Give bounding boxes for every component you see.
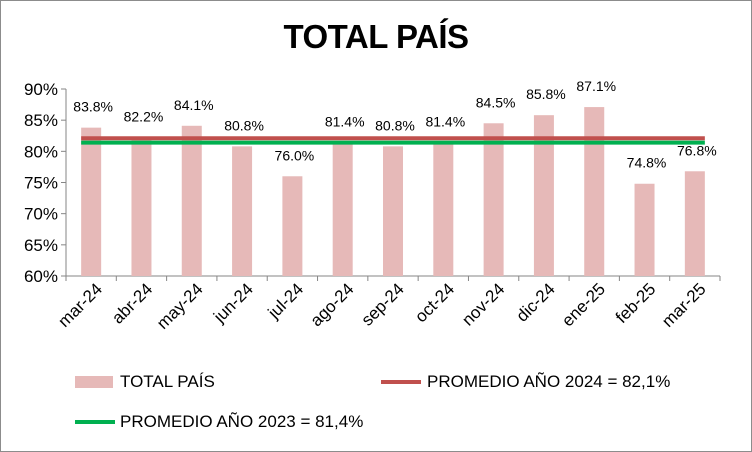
data-label: 87.1%: [576, 78, 616, 94]
bar: [181, 125, 202, 276]
bar: [282, 176, 303, 276]
y-tick-label: 70%: [24, 205, 58, 224]
data-label: 80.8%: [375, 117, 415, 133]
bar: [584, 107, 605, 277]
legend-label-promedio-2023: PROMEDIO AÑO 2023 = 81,4%: [120, 412, 364, 431]
legend-swatch-promedio-2024: [381, 380, 421, 384]
bar: [684, 171, 705, 276]
y-tick-label: 85%: [24, 111, 58, 130]
legend-swatch-promedio-2023: [75, 420, 115, 424]
chart-title: TOTAL PAÍS: [283, 18, 469, 55]
data-label: 81.4%: [325, 114, 365, 130]
x-tick-label: may-24: [153, 279, 207, 333]
bar: [232, 146, 253, 276]
data-label: 80.8%: [224, 117, 264, 133]
data-label: 74.8%: [627, 155, 667, 171]
data-label: 76.8%: [677, 142, 717, 158]
x-tick-label: ago-24: [307, 279, 358, 330]
x-tick-label: abr-24: [108, 279, 156, 327]
bar: [433, 142, 454, 276]
legend-swatch-total-pais: [75, 376, 113, 388]
legend-label-promedio-2024: PROMEDIO AÑO 2024 = 82,1%: [427, 372, 671, 391]
data-label: 83.8%: [73, 99, 113, 115]
bar: [634, 183, 655, 276]
y-tick-label: 80%: [24, 142, 58, 161]
bar: [483, 123, 504, 277]
x-tick-label: mar-25: [658, 279, 710, 331]
data-label: 81.4%: [425, 114, 465, 130]
legend-label-total-pais: TOTAL PAÍS: [120, 372, 215, 391]
data-label: 85.8%: [526, 86, 566, 102]
data-label: 82.2%: [124, 109, 164, 125]
y-tick-label: 60%: [24, 267, 58, 286]
x-tick-label: oct-24: [411, 279, 458, 326]
y-tick-label: 75%: [24, 174, 58, 193]
bar: [131, 137, 152, 276]
data-label: 76.0%: [275, 147, 315, 163]
x-tick-label: feb-25: [612, 279, 660, 327]
data-label: 84.5%: [476, 94, 516, 110]
x-tick-label: jul-24: [264, 279, 308, 323]
y-tick-label: 65%: [24, 236, 58, 255]
x-tick-label: ene-25: [558, 279, 609, 330]
x-tick-label: dic-24: [513, 279, 559, 325]
bar: [81, 127, 102, 276]
x-tick-label: nov-24: [458, 279, 508, 329]
bar: [383, 146, 403, 276]
y-tick-label: 90%: [24, 80, 58, 99]
x-tick-label: sep-24: [358, 279, 408, 329]
bar: [533, 115, 554, 277]
x-tick-label: jun-24: [209, 279, 257, 327]
x-tick-label: mar-24: [54, 279, 106, 331]
data-label: 84.1%: [174, 97, 214, 113]
bar: [332, 142, 353, 276]
